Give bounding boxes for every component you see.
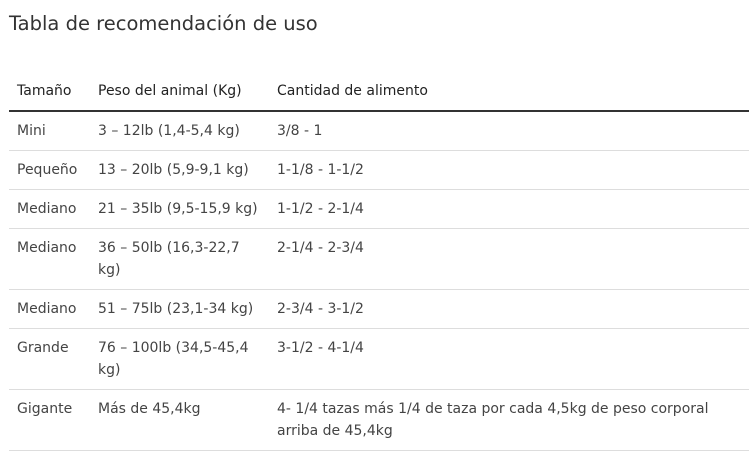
- column-header-size: Tamaño: [9, 72, 90, 112]
- table-header-row: Tamaño Peso del animal (Kg) Cantidad de …: [9, 72, 749, 112]
- column-header-weight: Peso del animal (Kg): [90, 72, 269, 112]
- table-row: Mediano 51 – 75lb (23,1-34 kg) 2-3/4 - 3…: [9, 289, 749, 329]
- table-row: Mediano 21 – 35lb (9,5-15,9 kg) 1-1/2 - …: [9, 189, 749, 229]
- size-cell: Mediano: [9, 228, 90, 290]
- size-cell: Pequeño: [9, 150, 90, 190]
- usage-recommendation-table: Tamaño Peso del animal (Kg) Cantidad de …: [9, 72, 749, 451]
- table-row: Grande 76 – 100lb (34,5-45,4 kg) 3-1/2 -…: [9, 328, 749, 390]
- weight-cell: 3 – 12lb (1,4-5,4 kg): [90, 111, 269, 151]
- food-amount-cell: 2-3/4 - 3-1/2: [269, 289, 749, 329]
- size-cell: Mini: [9, 111, 90, 151]
- weight-cell: 36 – 50lb (16,3-22,7 kg): [90, 228, 269, 290]
- weight-cell: 21 – 35lb (9,5-15,9 kg): [90, 189, 269, 229]
- weight-cell: Más de 45,4kg: [90, 389, 269, 451]
- table-row: Mini 3 – 12lb (1,4-5,4 kg) 3/8 - 1: [9, 111, 749, 151]
- food-amount-cell: 1-1/8 - 1-1/2: [269, 150, 749, 190]
- size-cell: Mediano: [9, 189, 90, 229]
- food-amount-cell: 4- 1/4 tazas más 1/4 de taza por cada 4,…: [269, 389, 749, 451]
- weight-cell: 51 – 75lb (23,1-34 kg): [90, 289, 269, 329]
- size-cell: Gigante: [9, 389, 90, 451]
- table-row: Gigante Más de 45,4kg 4- 1/4 tazas más 1…: [9, 389, 749, 451]
- page-title: Tabla de recomendación de uso: [9, 12, 318, 35]
- table-row: Mediano 36 – 50lb (16,3-22,7 kg) 2-1/4 -…: [9, 228, 749, 290]
- column-header-food-amount: Cantidad de alimento: [269, 72, 749, 112]
- table-row: Pequeño 13 – 20lb (5,9-9,1 kg) 1-1/8 - 1…: [9, 150, 749, 190]
- weight-cell: 76 – 100lb (34,5-45,4 kg): [90, 328, 269, 390]
- food-amount-cell: 3/8 - 1: [269, 111, 749, 151]
- food-amount-cell: 1-1/2 - 2-1/4: [269, 189, 749, 229]
- food-amount-cell: 3-1/2 - 4-1/4: [269, 328, 749, 390]
- size-cell: Grande: [9, 328, 90, 390]
- weight-cell: 13 – 20lb (5,9-9,1 kg): [90, 150, 269, 190]
- food-amount-cell: 2-1/4 - 2-3/4: [269, 228, 749, 290]
- size-cell: Mediano: [9, 289, 90, 329]
